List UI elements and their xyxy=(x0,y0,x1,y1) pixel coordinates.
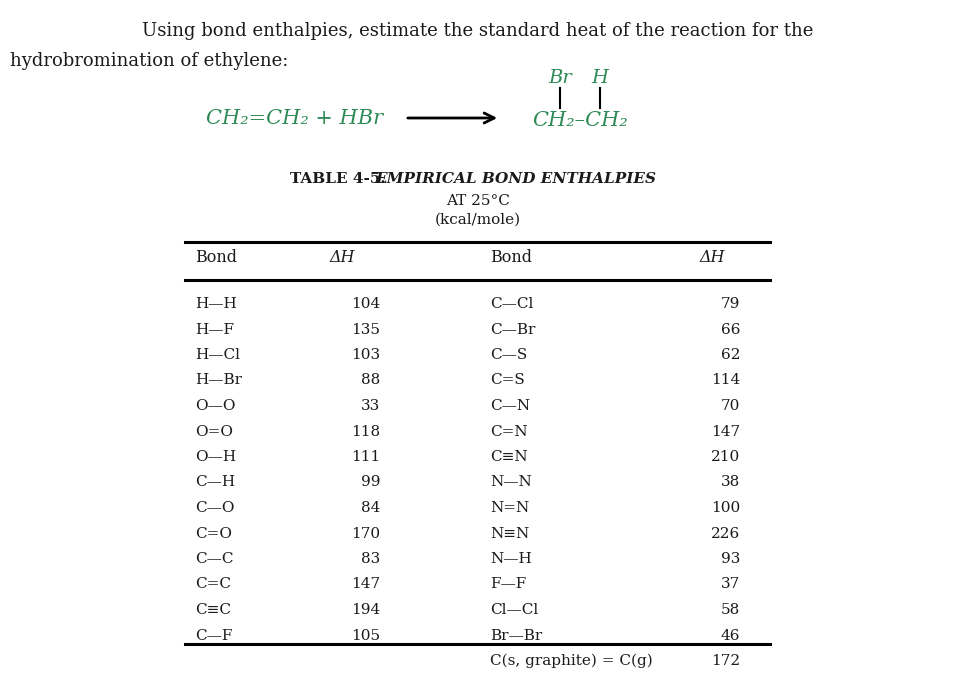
Text: 83: 83 xyxy=(361,552,380,566)
Text: 194: 194 xyxy=(351,603,380,617)
Text: H: H xyxy=(591,69,609,87)
Text: C—H: C—H xyxy=(195,475,235,489)
Text: C—Br: C—Br xyxy=(490,322,535,336)
Text: Bond: Bond xyxy=(195,250,237,266)
Text: 33: 33 xyxy=(361,399,380,413)
Text: 100: 100 xyxy=(711,501,740,515)
Text: C—C: C—C xyxy=(195,552,234,566)
Text: TABLE 4-5.: TABLE 4-5. xyxy=(290,172,386,186)
Text: 38: 38 xyxy=(721,475,740,489)
Text: 58: 58 xyxy=(721,603,740,617)
Text: N=N: N=N xyxy=(490,501,529,515)
Text: ΔH: ΔH xyxy=(700,250,725,266)
Text: Bond: Bond xyxy=(490,250,532,266)
Text: 114: 114 xyxy=(711,373,740,388)
Text: Br—Br: Br—Br xyxy=(490,628,543,642)
Text: C(s, graphite) = C(g): C(s, graphite) = C(g) xyxy=(490,654,653,668)
Text: (kcal/mole): (kcal/mole) xyxy=(434,213,521,227)
Text: 37: 37 xyxy=(721,578,740,591)
Text: C=S: C=S xyxy=(490,373,524,388)
Text: N—H: N—H xyxy=(490,552,532,566)
Text: 84: 84 xyxy=(361,501,380,515)
Text: C≡N: C≡N xyxy=(490,450,527,464)
Text: Using bond enthalpies, estimate the standard heat of the reaction for the: Using bond enthalpies, estimate the stan… xyxy=(143,22,813,40)
Text: 103: 103 xyxy=(351,348,380,362)
Text: 62: 62 xyxy=(721,348,740,362)
Text: 135: 135 xyxy=(351,322,380,336)
Text: F—F: F—F xyxy=(490,578,526,591)
Text: 170: 170 xyxy=(351,527,380,541)
Text: 210: 210 xyxy=(711,450,740,464)
Text: C—F: C—F xyxy=(195,628,233,642)
Text: C—S: C—S xyxy=(490,348,527,362)
Text: H—Cl: H—Cl xyxy=(195,348,240,362)
Text: H—H: H—H xyxy=(195,297,236,311)
Text: C=O: C=O xyxy=(195,527,232,541)
Text: H—Br: H—Br xyxy=(195,373,242,388)
Text: CH₂–CH₂: CH₂–CH₂ xyxy=(532,111,628,129)
Text: 93: 93 xyxy=(721,552,740,566)
Text: CH₂=CH₂ + HBr: CH₂=CH₂ + HBr xyxy=(207,108,384,127)
Text: AT 25°C: AT 25°C xyxy=(446,194,510,208)
Text: 70: 70 xyxy=(721,399,740,413)
Text: 79: 79 xyxy=(721,297,740,311)
Text: 104: 104 xyxy=(351,297,380,311)
Text: O—O: O—O xyxy=(195,399,235,413)
Text: C—N: C—N xyxy=(490,399,530,413)
Text: hydrobromination of ethylene:: hydrobromination of ethylene: xyxy=(10,52,288,70)
Text: N—N: N—N xyxy=(490,475,532,489)
Text: ΔH: ΔH xyxy=(330,250,355,266)
Text: 46: 46 xyxy=(721,628,740,642)
Text: H—F: H—F xyxy=(195,322,234,336)
Text: O=O: O=O xyxy=(195,425,233,439)
Text: C—Cl: C—Cl xyxy=(490,297,533,311)
Text: O—H: O—H xyxy=(195,450,236,464)
Text: C=N: C=N xyxy=(490,425,527,439)
Text: 147: 147 xyxy=(711,425,740,439)
Text: 105: 105 xyxy=(351,628,380,642)
Text: Cl—Cl: Cl—Cl xyxy=(490,603,538,617)
Text: 226: 226 xyxy=(711,527,740,541)
Text: C—O: C—O xyxy=(195,501,234,515)
Text: C=C: C=C xyxy=(195,578,231,591)
Text: 147: 147 xyxy=(351,578,380,591)
Text: 118: 118 xyxy=(351,425,380,439)
Text: 88: 88 xyxy=(361,373,380,388)
Text: C≡C: C≡C xyxy=(195,603,231,617)
Text: N≡N: N≡N xyxy=(490,527,529,541)
Text: 99: 99 xyxy=(361,475,380,489)
Text: 66: 66 xyxy=(721,322,740,336)
Text: 172: 172 xyxy=(711,654,740,668)
Text: EMPIRICAL BOND ENTHALPIES: EMPIRICAL BOND ENTHALPIES xyxy=(375,172,656,186)
Text: 111: 111 xyxy=(351,450,380,464)
Text: Br: Br xyxy=(548,69,572,87)
